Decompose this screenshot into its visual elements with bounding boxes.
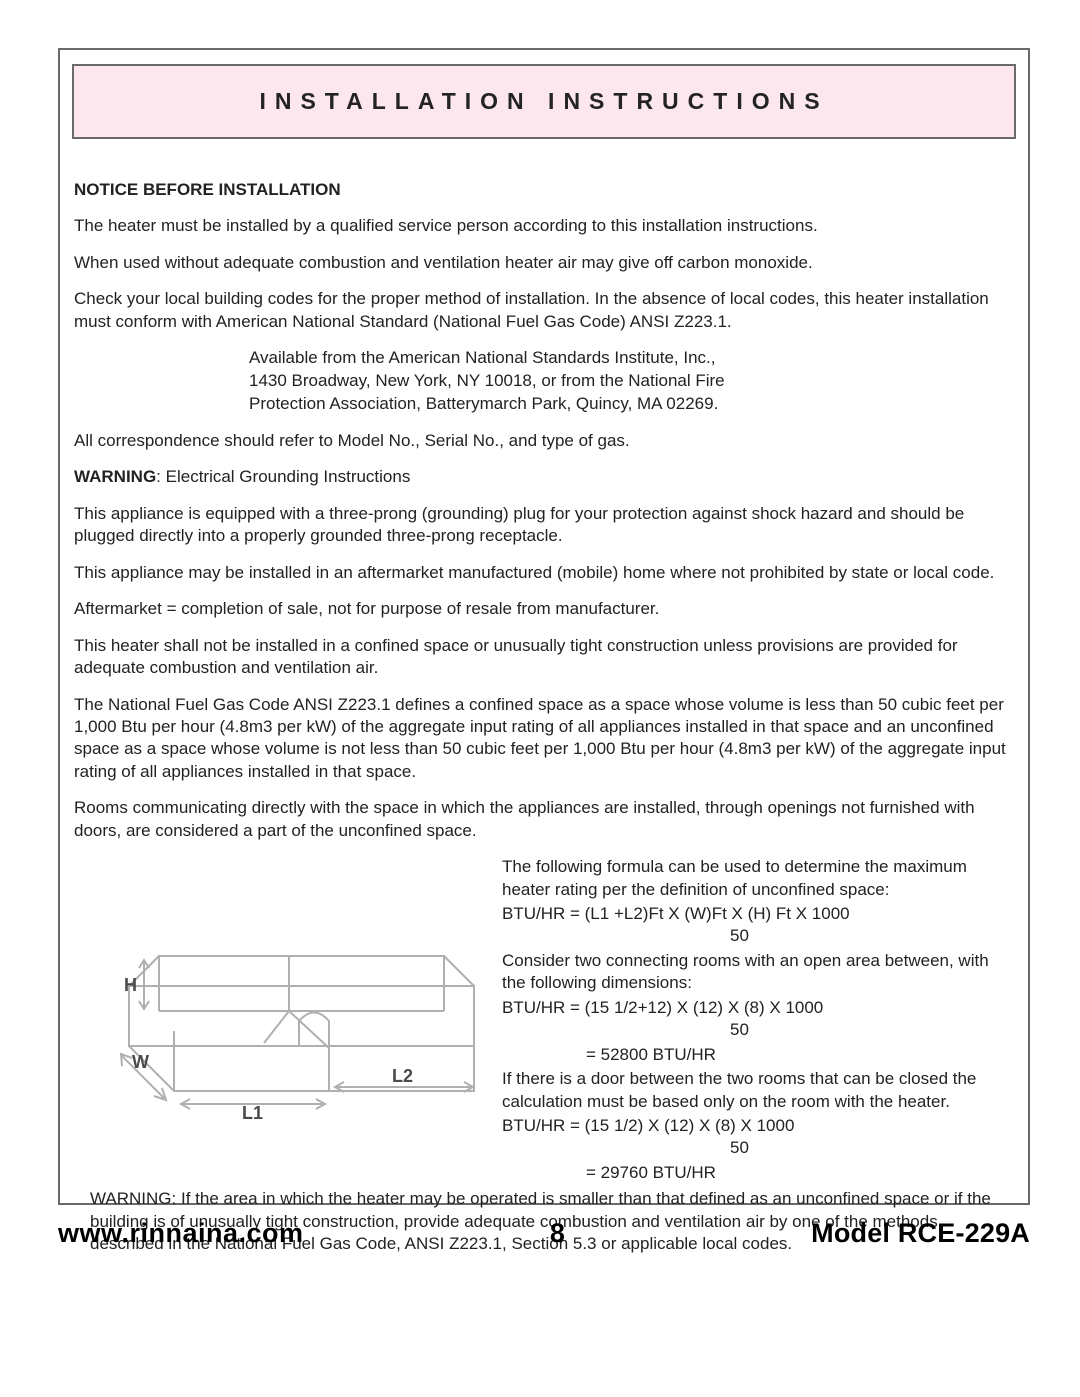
- warning-heading: WARNING: Electrical Grounding Instructio…: [74, 466, 1014, 488]
- para-mobile-home: This appliance may be installed in an af…: [74, 562, 1014, 584]
- formula-3-numerator: BTU/HR = (15 1/2) X (12) X (8) X 1000: [502, 1116, 794, 1135]
- para-correspondence: All correspondence should refer to Model…: [74, 430, 1014, 452]
- formula-1-numerator: BTU/HR = (L1 +L2)Ft X (W)Ft X (H) Ft X 1…: [502, 904, 850, 923]
- address-line-1: Available from the American National Sta…: [249, 347, 1014, 370]
- page-footer: www.rinnaina.com 8 Model RCE-229A: [58, 1218, 1030, 1249]
- warning-lead: WARNING: [74, 467, 156, 486]
- label-W: W: [132, 1052, 149, 1072]
- para-carbon-monoxide: When used without adequate combustion an…: [74, 252, 1014, 274]
- formula-3: BTU/HR = (15 1/2) X (12) X (8) X 1000 50: [502, 1115, 1014, 1160]
- banner-title: INSTALLATION INSTRUCTIONS: [259, 88, 828, 114]
- address-line-3: Protection Association, Batterymarch Par…: [249, 393, 1014, 416]
- warning-tail: : Electrical Grounding Instructions: [156, 467, 410, 486]
- address-block: Available from the American National Sta…: [249, 347, 1014, 416]
- door-case-intro: If there is a door between the two rooms…: [502, 1068, 1014, 1113]
- formula-2-denominator: 50: [502, 1019, 1014, 1041]
- para-building-codes: Check your local building codes for the …: [74, 288, 1014, 333]
- formula-2-numerator: BTU/HR = (15 1/2+12) X (12) X (8) X 1000: [502, 998, 823, 1017]
- diagram-container: H W L1 L2: [74, 856, 492, 1152]
- content-area: NOTICE BEFORE INSTALLATION The heater mu…: [72, 179, 1016, 1256]
- formula-1-denominator: 50: [502, 925, 1014, 947]
- formula-column: The following formula can be used to det…: [502, 856, 1014, 1186]
- footer-url: www.rinnaina.com: [58, 1218, 304, 1249]
- label-H: H: [124, 975, 137, 995]
- para-grounding: This appliance is equipped with a three-…: [74, 503, 1014, 548]
- title-banner: INSTALLATION INSTRUCTIONS: [72, 64, 1016, 139]
- formula-3-denominator: 50: [502, 1137, 1014, 1159]
- room-diagram: H W L1 L2: [74, 916, 492, 1146]
- para-qualified: The heater must be installed by a qualif…: [74, 215, 1014, 237]
- footer-page-number: 8: [550, 1218, 565, 1249]
- formula-intro: The following formula can be used to det…: [502, 856, 1014, 901]
- result-1: = 52800 BTU/HR: [502, 1044, 1014, 1066]
- formula-2: BTU/HR = (15 1/2+12) X (12) X (8) X 1000…: [502, 997, 1014, 1042]
- formula-1: BTU/HR = (L1 +L2)Ft X (W)Ft X (H) Ft X 1…: [502, 903, 1014, 948]
- para-confined-space: This heater shall not be installed in a …: [74, 635, 1014, 680]
- result-2: = 29760 BTU/HR: [502, 1162, 1014, 1184]
- footer-model: Model RCE-229A: [811, 1218, 1030, 1249]
- para-code-definition: The National Fuel Gas Code ANSI Z223.1 d…: [74, 694, 1014, 784]
- notice-heading: NOTICE BEFORE INSTALLATION: [74, 179, 1014, 201]
- figure-row: H W L1 L2: [74, 856, 1014, 1186]
- example-intro: Consider two connecting rooms with an op…: [502, 950, 1014, 995]
- para-communicating-rooms: Rooms communicating directly with the sp…: [74, 797, 1014, 842]
- label-L1: L1: [242, 1103, 263, 1123]
- address-line-2: 1430 Broadway, New York, NY 10018, or fr…: [249, 370, 1014, 393]
- page-frame: INSTALLATION INSTRUCTIONS NOTICE BEFORE …: [58, 48, 1030, 1205]
- para-aftermarket: Aftermarket = completion of sale, not fo…: [74, 598, 1014, 620]
- label-L2: L2: [392, 1066, 413, 1086]
